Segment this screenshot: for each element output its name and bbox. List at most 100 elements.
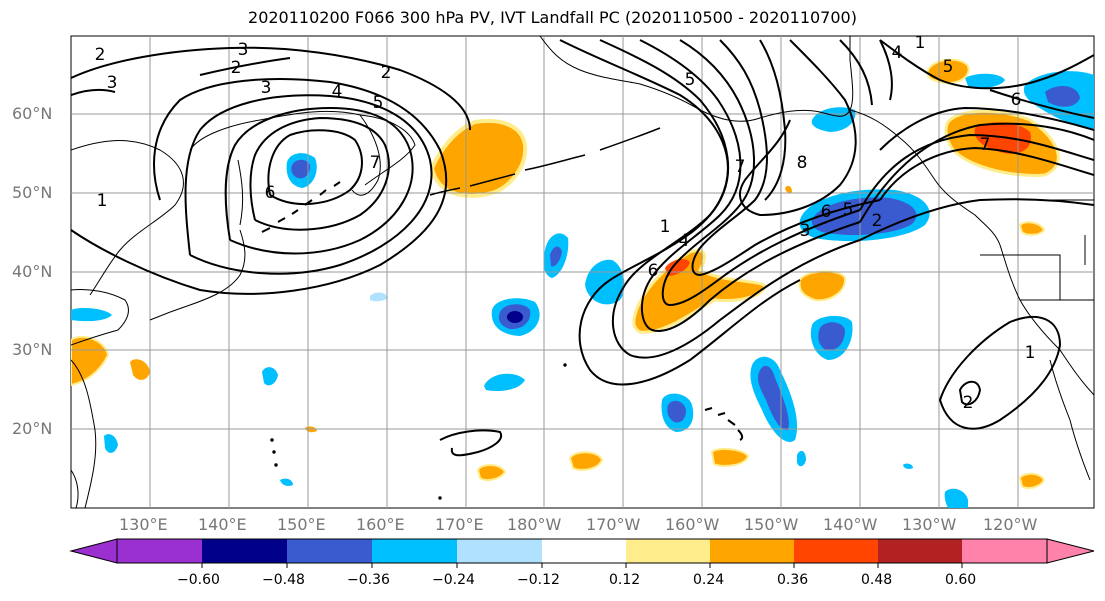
negative-anomaly-region: [965, 73, 1005, 88]
lon-label: 140°E: [198, 515, 247, 534]
contour-label: 7: [980, 135, 991, 155]
pv-contour: [839, 39, 873, 106]
lat-label: 40°N: [12, 262, 53, 281]
colorbar-swatch: [878, 539, 962, 563]
colorbar-extend-low: [69, 538, 118, 564]
pv-contour: [691, 39, 881, 277]
pv-contour: [249, 116, 390, 231]
pv-contour: [879, 146, 1094, 201]
contour-label: 3: [107, 73, 118, 93]
colorbar-swatch: [626, 539, 710, 563]
pv-contour: [879, 39, 1094, 90]
pv-contour: [199, 57, 291, 76]
contour-label: 3: [238, 40, 249, 60]
colorbar-tick-label: −0.48: [262, 572, 305, 588]
positive-anomaly-region: [926, 58, 970, 84]
colorbar-tick-label: −0.60: [177, 572, 220, 588]
pv-contour: [859, 133, 1094, 211]
contour-label: 6: [648, 261, 659, 281]
pv-contour: [958, 380, 982, 406]
pv-contour: [879, 39, 893, 101]
contour-label: 2: [381, 63, 392, 83]
contour-label: 4: [679, 231, 690, 251]
contour-label: 6: [821, 202, 832, 222]
colorbar-swatch: [117, 539, 202, 563]
pv-contour: [661, 39, 861, 307]
pv-contour: [184, 94, 433, 275]
contour-label: 2: [231, 58, 242, 78]
pv-contour: [639, 39, 861, 332]
lon-label: 150°W: [744, 515, 799, 534]
contour-label: 2: [95, 45, 106, 65]
contour-label: 5: [685, 70, 696, 90]
contour-label: 8: [797, 153, 808, 173]
contour-label: 6: [1011, 90, 1022, 110]
contour-label: 3: [800, 221, 811, 241]
contour-label: 1: [660, 217, 671, 237]
contour-label: 2: [963, 393, 974, 413]
contour-labels: 2 3 3 2 3 4 5 2 1 6 7 1 4 6 5 8 7 6 5 3 …: [95, 33, 1036, 413]
colorbar-swatch: [542, 539, 626, 563]
colorbar-swatch: [710, 539, 794, 563]
pv-contour: [599, 39, 861, 359]
lat-label: 50°N: [12, 183, 53, 202]
lon-label: 170°E: [435, 515, 484, 534]
colorbar-extend-high: [1046, 538, 1095, 564]
colorbar-tick-label: 0.36: [777, 572, 809, 588]
colorbar-swatch: [287, 539, 372, 563]
graticule: [71, 36, 1094, 508]
colorbar-tick-label: 0.60: [945, 572, 977, 588]
lon-label: 160°E: [356, 515, 405, 534]
pc-shading: [71, 58, 1094, 508]
contour-label: 7: [735, 157, 746, 177]
colorbar-swatch: [794, 539, 878, 563]
pv-contour: [989, 89, 1094, 119]
pv-contours: [71, 39, 1094, 457]
contour-label: 7: [370, 153, 381, 173]
pv-contour: [71, 46, 471, 131]
pv-contour: [71, 78, 448, 295]
pv-contour: [739, 39, 857, 217]
colorbar-tick-label: −0.12: [517, 572, 560, 588]
pv-contour: [439, 429, 503, 457]
colorbar-tick-label: 0.12: [609, 572, 641, 588]
pv-contour: [879, 106, 1094, 151]
lon-label: 160°W: [665, 515, 720, 534]
colorbar-tick-label: −0.36: [347, 572, 390, 588]
contour-label: 5: [373, 93, 384, 113]
colorbar-tick-label: 0.24: [693, 572, 725, 588]
pv-contour: [938, 316, 1062, 430]
contour-label: 1: [915, 33, 926, 53]
contour-label: 4: [332, 82, 343, 102]
contour-label: 4: [892, 43, 903, 63]
lon-label: 130°W: [902, 515, 957, 534]
contour-label: 5: [843, 200, 854, 220]
contour-label: 2: [872, 211, 883, 231]
colorbar-swatch: [962, 539, 1047, 563]
pv-contour: [71, 88, 116, 96]
contour-label: 5: [943, 57, 954, 77]
map-title: 2020110200 F066 300 hPa PV, IVT Landfall…: [248, 8, 857, 27]
colorbar-swatch: [457, 539, 542, 563]
lat-label: 30°N: [12, 340, 53, 359]
lat-label: 20°N: [12, 419, 53, 438]
pv-contour: [224, 106, 414, 255]
negative-anomaly-region: [811, 107, 856, 132]
lon-label: 120°W: [983, 515, 1038, 534]
contour-label: 3: [261, 78, 272, 98]
colorbar: [69, 538, 1095, 568]
colorbar-swatch: [202, 539, 287, 563]
negative-anomaly-region: [484, 373, 525, 391]
contour-label: 1: [97, 191, 108, 211]
lon-label: 170°W: [586, 515, 641, 534]
lon-label: 130°E: [119, 515, 168, 534]
lat-label: 60°N: [12, 104, 53, 123]
lon-label: 150°E: [277, 515, 326, 534]
lon-label: 140°W: [823, 515, 878, 534]
pv-contour: [859, 198, 1094, 241]
pv-contour: [559, 39, 801, 386]
lon-label: 180°W: [507, 515, 562, 534]
contour-label: 6: [265, 183, 276, 203]
contour-label: 1: [1025, 343, 1036, 363]
